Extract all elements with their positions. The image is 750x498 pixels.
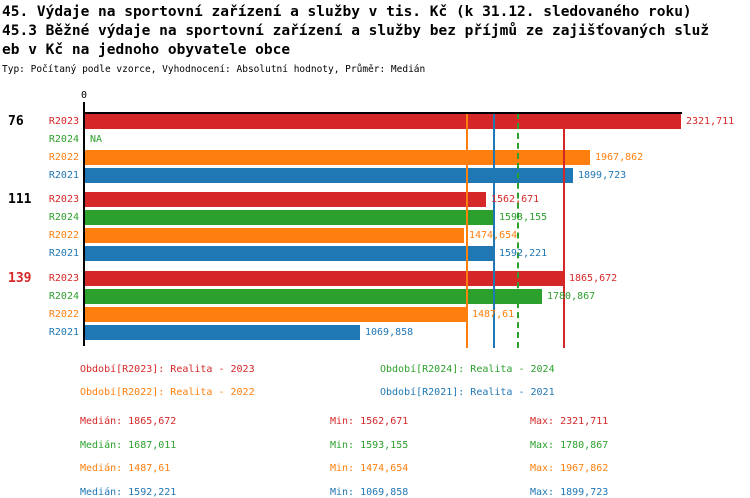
legend-item-R2021: Období[R2021]: Realita - 2021 — [380, 387, 555, 398]
series-row-label-R2024: R2024 — [48, 291, 79, 302]
bar-value-label: 1474,654 — [469, 230, 518, 241]
chart-meta-line: Typ: Počítaný podle vzorce, Vyhodnocení:… — [2, 64, 426, 75]
group-label: 111 — [8, 192, 32, 207]
series-row-label-R2022: R2022 — [48, 230, 79, 241]
bar-R2021 — [85, 325, 360, 340]
stat-min-R2021: Min: 1069,858 — [330, 487, 409, 498]
stat-median-R2022: Medián: 1487,61 — [80, 463, 171, 474]
series-row-label-R2024: R2024 — [48, 134, 79, 145]
median-line-R2022 — [465, 113, 468, 348]
bar-value-label: 1780,867 — [547, 291, 596, 302]
series-row-label-R2023: R2023 — [48, 273, 79, 284]
median-line-R2021 — [492, 113, 495, 348]
series-row-label-R2022: R2022 — [48, 309, 79, 320]
stat-min-R2024: Min: 1593,155 — [330, 440, 409, 451]
stat-max-R2021: Max: 1899,723 — [530, 487, 609, 498]
median-line-R2023 — [562, 113, 565, 348]
bar-R2022 — [85, 150, 590, 165]
bar-value-label: 1593,155 — [499, 212, 548, 223]
legend-item-R2022: Období[R2022]: Realita - 2022 — [80, 387, 255, 398]
bar-value-label: 1865,672 — [569, 273, 618, 284]
group-label: 139 — [8, 271, 32, 286]
bar-value-label: 2321,711 — [686, 116, 735, 127]
series-row-label-R2023: R2023 — [48, 116, 79, 127]
bar-R2024 — [85, 210, 494, 225]
stat-median-R2024: Medián: 1687,011 — [80, 440, 177, 451]
bar-R2021 — [85, 168, 573, 183]
bar-R2023 — [85, 114, 681, 129]
series-row-label-R2021: R2021 — [48, 248, 79, 259]
legend-item-R2024: Období[R2024]: Realita - 2024 — [380, 364, 555, 375]
bar-R2023 — [85, 271, 564, 286]
bar-value-label: NA — [90, 134, 103, 145]
chart-title-line2: 45.3 Běžné výdaje na sportovní zařízení … — [2, 23, 710, 39]
x-axis-zero-label: 0 — [80, 90, 88, 101]
stat-min-R2022: Min: 1474,654 — [330, 463, 409, 474]
stat-min-R2023: Min: 1562,671 — [330, 416, 409, 427]
bar-value-label: 1592,221 — [499, 248, 548, 259]
stat-max-R2024: Max: 1780,867 — [530, 440, 609, 451]
series-row-label-R2024: R2024 — [48, 212, 79, 223]
stat-median-R2023: Medián: 1865,672 — [80, 416, 177, 427]
stat-max-R2023: Max: 2321,711 — [530, 416, 609, 427]
x-axis-tick — [83, 102, 85, 112]
bar-value-label: 1069,858 — [365, 327, 414, 338]
bar-R2023 — [85, 192, 486, 207]
series-row-label-R2022: R2022 — [48, 152, 79, 163]
chart-title-line1: 45. Výdaje na sportovní zařízení a služb… — [2, 4, 692, 20]
bar-value-label: 1487,61 — [472, 309, 515, 320]
bar-R2022 — [85, 228, 464, 243]
bar-value-label: 1562,671 — [491, 194, 540, 205]
bar-R2021 — [85, 246, 494, 261]
legend-item-R2023: Období[R2023]: Realita - 2023 — [80, 364, 255, 375]
series-row-label-R2023: R2023 — [48, 194, 79, 205]
y-axis-line — [83, 112, 85, 346]
stat-max-R2022: Max: 1967,862 — [530, 463, 609, 474]
stat-median-R2021: Medián: 1592,221 — [80, 487, 177, 498]
bar-R2024 — [85, 289, 542, 304]
chart-title-line3: eb v Kč na jednoho obyvatele obce — [2, 42, 291, 58]
series-row-label-R2021: R2021 — [48, 170, 79, 181]
bar-R2022 — [85, 307, 467, 322]
bar-value-label: 1899,723 — [578, 170, 627, 181]
group-label: 76 — [8, 114, 24, 129]
median-line-R2024 — [517, 113, 520, 348]
bar-value-label: 1967,862 — [595, 152, 644, 163]
x-axis-line — [83, 112, 682, 114]
series-row-label-R2021: R2021 — [48, 327, 79, 338]
